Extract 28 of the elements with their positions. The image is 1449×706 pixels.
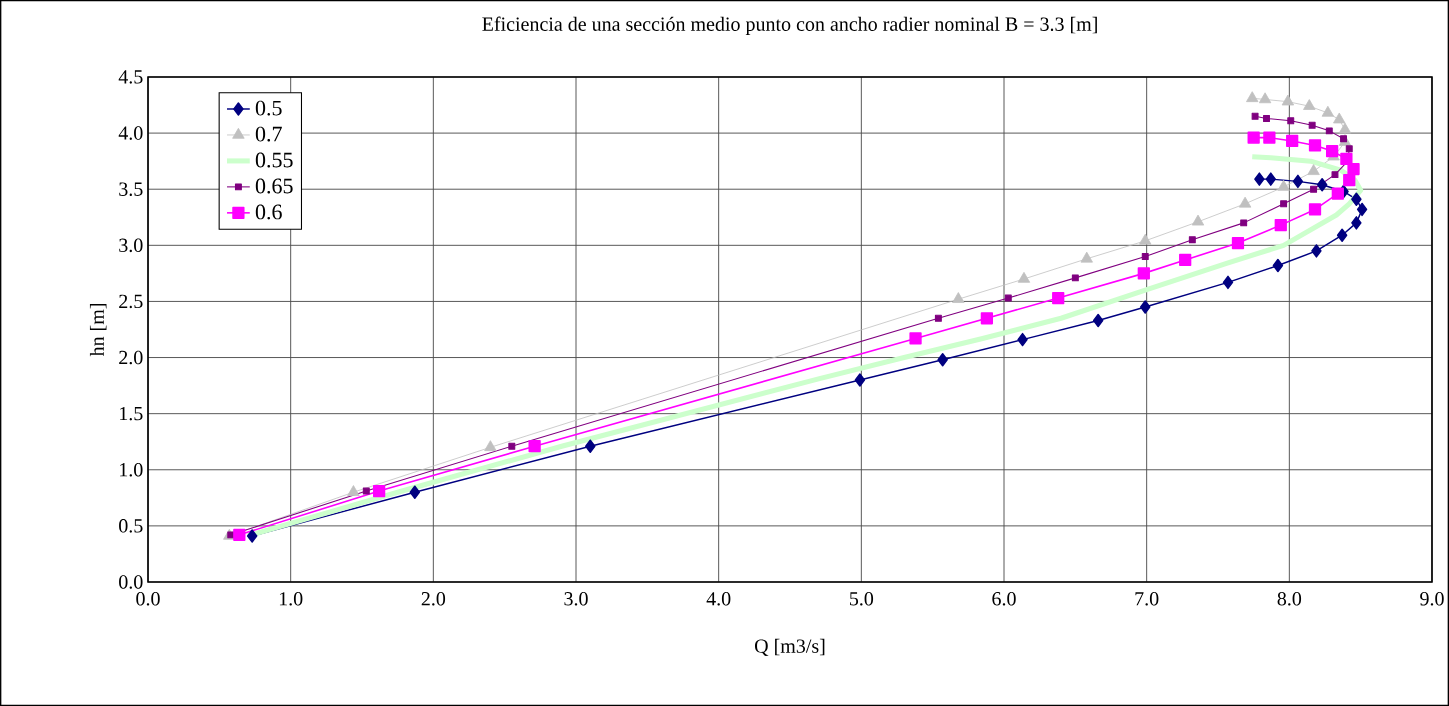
legend-label: 0.6	[255, 204, 282, 220]
x-axis-title: Q [m3/s]	[754, 638, 825, 656]
x-tick-label: 4.0	[706, 592, 731, 606]
y-tick-label: 1.5	[120, 406, 143, 421]
x-tick-label: 1.0	[279, 592, 303, 606]
y-tick-label: 2.5	[119, 294, 143, 309]
y-tick-label: 3.0	[119, 238, 143, 253]
x-tick-label: 2.0	[421, 592, 446, 606]
legend-label: 0.65	[255, 178, 293, 194]
x-tick-label: 5.0	[850, 592, 874, 606]
y-tick-label: 1.0	[120, 462, 143, 477]
y-tick-label: 0.5	[119, 519, 143, 533]
chart-title: Eficiencia de una sección medio punto con ancho radier nominal B = 3.3 [m]	[482, 16, 1097, 35]
y-tick-label: 4.5	[118, 70, 143, 84]
legend-label: 0.55	[255, 152, 293, 168]
y-axis-title: hn [m]	[89, 304, 107, 357]
y-tick-label: 2.0	[119, 350, 143, 365]
y-tick-label: 4.0	[118, 126, 143, 140]
legend-label: 0.7	[255, 126, 282, 142]
x-tick-label: 3.0	[564, 592, 588, 606]
x-tick-label: 7.0	[1135, 592, 1159, 606]
legend-label: 0.5	[255, 100, 282, 116]
y-tick-label: 0.0	[119, 575, 143, 589]
x-tick-label: 6.0	[992, 592, 1016, 606]
x-tick-label: 9.0	[1420, 592, 1444, 606]
y-tick-label: 3.5	[119, 182, 143, 196]
x-tick-label: 8.0	[1277, 592, 1302, 606]
x-tick-label: 0.0	[136, 592, 160, 606]
